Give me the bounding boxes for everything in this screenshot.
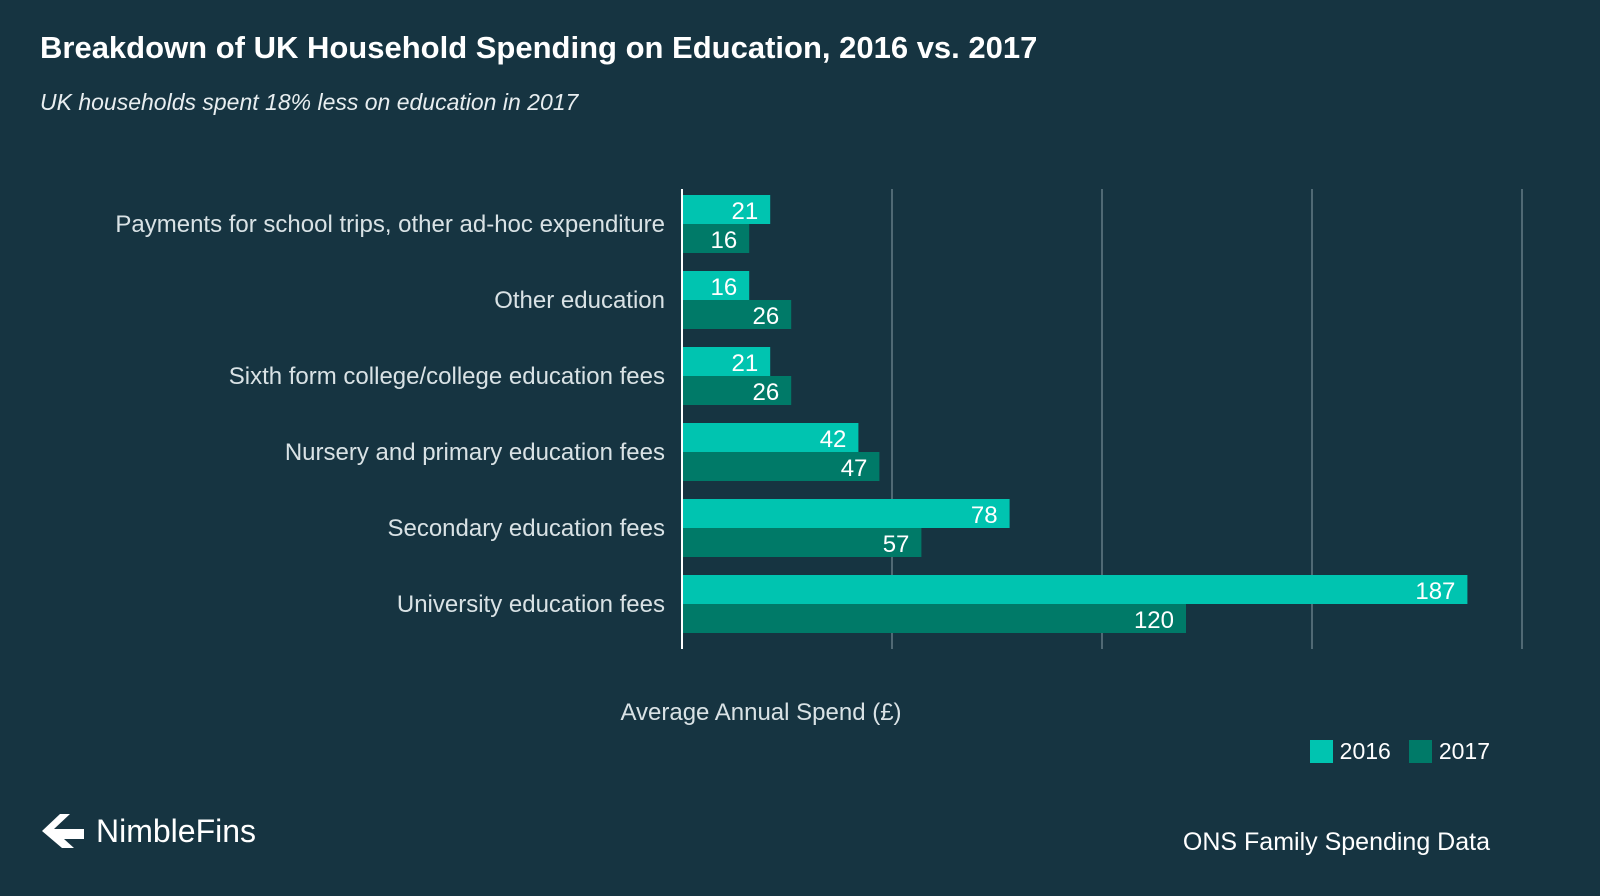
bar-2017-0: [682, 224, 750, 253]
gridlines: [891, 189, 1523, 649]
value-label-2017-1: 26: [752, 303, 779, 330]
value-label-2017-3: 47: [841, 455, 868, 482]
category-label-4: Secondary education fees: [387, 515, 665, 542]
category-labels: Payments for school trips, other ad-hoc …: [115, 211, 665, 618]
legend-label-2017: 2017: [1438, 738, 1490, 764]
x-axis-label: Average Annual Spend (£): [620, 699, 901, 726]
category-label-1: Other education: [494, 287, 665, 314]
bar-2017-3: [682, 452, 880, 481]
value-label-2016-5: 187: [1415, 578, 1455, 605]
legend-swatch-2016: [1309, 740, 1333, 763]
legend-label-2016: 2016: [1339, 738, 1391, 764]
value-label-2017-4: 57: [883, 531, 910, 558]
bar-2016-1: [682, 271, 750, 300]
legend: 2016 2017: [1309, 738, 1490, 765]
bar-2016-0: [682, 195, 771, 224]
category-label-3: Nursery and primary education fees: [285, 439, 665, 466]
value-label-2016-0: 21: [731, 198, 758, 225]
value-label-2016-2: 21: [731, 350, 758, 377]
bar-2017-1: [682, 300, 792, 329]
category-label-0: Payments for school trips, other ad-hoc …: [115, 211, 665, 238]
legend-swatch-2017: [1408, 740, 1432, 763]
value-label-2017-5: 120: [1134, 607, 1174, 634]
chart-title: Breakdown of UK Household Spending on Ed…: [40, 30, 1038, 65]
bar-2016-4: [682, 499, 1010, 528]
nimblefins-logo: NimbleFins: [40, 812, 256, 850]
legend-item-2016: 2016: [1309, 738, 1391, 765]
value-label-2016-3: 42: [820, 426, 847, 453]
bar-2016-5: [682, 575, 1468, 604]
value-label-2016-4: 78: [971, 502, 998, 529]
bar-2017-4: [682, 528, 922, 557]
logo-name: NimbleFins: [96, 812, 257, 849]
legend-item-2017: 2017: [1408, 738, 1490, 765]
bar-2016-2: [682, 347, 771, 376]
source-note: ONS Family Spending Data: [1182, 828, 1490, 856]
category-label-2: Sixth form college/college education fee…: [229, 363, 665, 390]
bar-2017-2: [682, 376, 792, 405]
bar-2017-5: [682, 604, 1186, 633]
arrow-chevron-icon: [42, 814, 84, 848]
value-label-2016-1: 16: [710, 274, 737, 301]
value-label-2017-2: 26: [752, 379, 779, 406]
chart-subtitle: UK households spent 18% less on educatio…: [40, 89, 579, 115]
bar-2016-3: [682, 423, 859, 452]
category-label-5: University education fees: [397, 591, 665, 618]
value-label-2017-0: 16: [710, 227, 737, 254]
